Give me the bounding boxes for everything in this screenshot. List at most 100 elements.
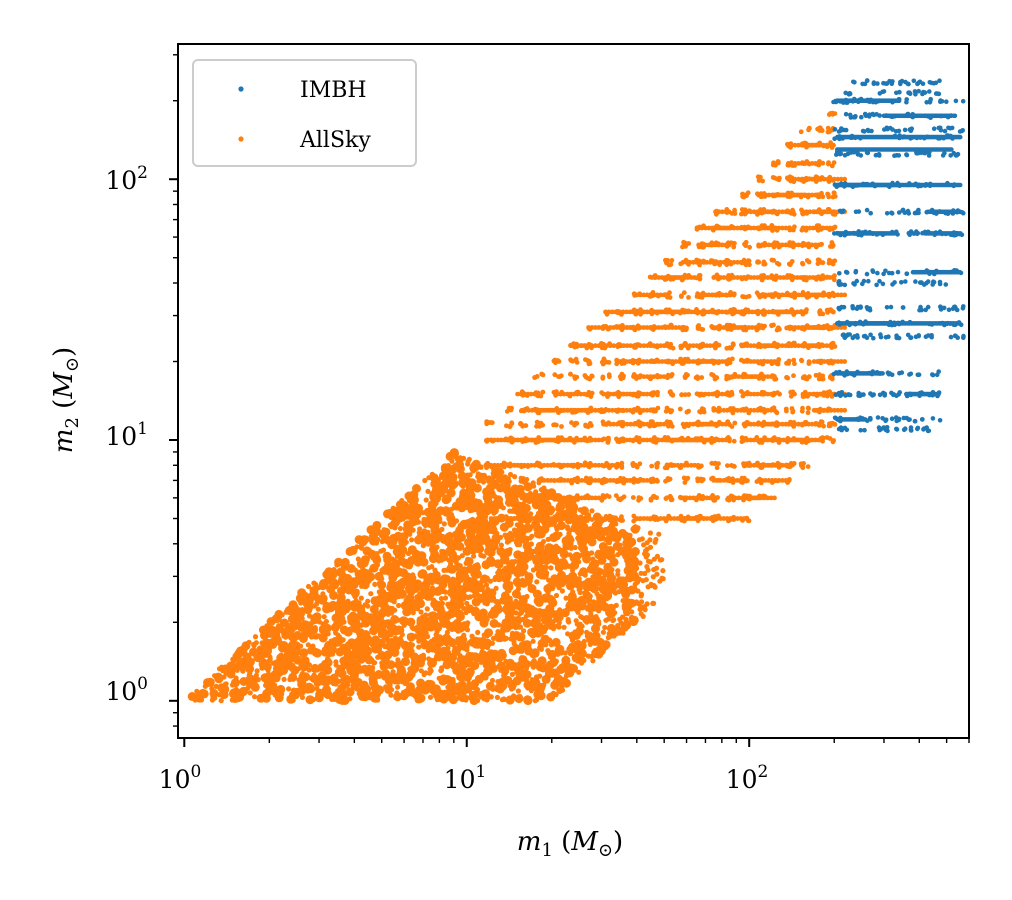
allsky-point bbox=[513, 616, 523, 626]
allsky-point bbox=[413, 599, 423, 609]
allsky-point bbox=[433, 529, 442, 539]
allsky-point bbox=[447, 481, 457, 490]
allsky-point bbox=[446, 601, 456, 611]
allsky-point bbox=[335, 647, 345, 657]
allsky-point bbox=[455, 460, 464, 470]
allsky-point bbox=[470, 503, 480, 513]
allsky-point bbox=[564, 498, 574, 508]
allsky-point bbox=[393, 531, 403, 541]
allsky-point bbox=[435, 604, 445, 614]
allsky-point bbox=[495, 684, 505, 694]
allsky-point bbox=[599, 516, 605, 522]
allsky-point bbox=[384, 673, 394, 683]
allsky-point bbox=[276, 684, 286, 694]
allsky-point bbox=[303, 684, 313, 694]
allsky-point bbox=[389, 520, 398, 530]
allsky-point bbox=[644, 601, 650, 607]
allsky-point bbox=[589, 508, 595, 514]
allsky-point bbox=[535, 608, 545, 617]
allsky-point bbox=[582, 591, 592, 601]
allsky-point bbox=[529, 659, 539, 669]
allsky-point bbox=[425, 518, 435, 528]
allsky-point bbox=[534, 579, 540, 585]
allsky-point bbox=[545, 604, 555, 614]
allsky-point bbox=[305, 642, 311, 648]
allsky-point bbox=[663, 257, 668, 263]
allsky-point bbox=[685, 409, 691, 414]
allsky-point bbox=[438, 576, 448, 586]
allsky-point bbox=[657, 578, 663, 584]
allsky-point bbox=[653, 565, 660, 571]
allsky-point bbox=[346, 666, 356, 676]
allsky-point bbox=[518, 551, 528, 561]
allsky-point bbox=[383, 509, 392, 519]
allsky-point bbox=[360, 686, 370, 696]
allsky-point bbox=[579, 506, 589, 516]
allsky-point bbox=[291, 690, 300, 700]
allsky-point bbox=[403, 526, 413, 536]
allsky-point bbox=[427, 500, 437, 510]
allsky-point bbox=[603, 359, 609, 365]
allsky-point bbox=[365, 667, 375, 677]
allsky-point bbox=[372, 581, 378, 588]
allsky-point bbox=[634, 464, 640, 470]
allsky-point bbox=[709, 372, 714, 377]
allsky-point bbox=[272, 635, 282, 645]
allsky-point bbox=[452, 666, 462, 675]
allsky-point bbox=[630, 524, 640, 534]
allsky-point bbox=[301, 672, 311, 682]
allsky-point bbox=[571, 575, 581, 585]
allsky-point bbox=[390, 615, 400, 624]
allsky-point bbox=[365, 598, 371, 604]
allsky-point bbox=[469, 696, 479, 706]
allsky-point bbox=[590, 658, 596, 664]
allsky-point bbox=[438, 667, 445, 673]
allsky-point bbox=[409, 537, 415, 543]
allsky-point bbox=[252, 634, 259, 640]
allsky-point bbox=[482, 657, 492, 667]
allsky-point bbox=[600, 602, 610, 612]
allsky-point bbox=[411, 549, 421, 559]
allsky-point bbox=[345, 547, 355, 556]
allsky-point bbox=[584, 392, 590, 398]
allsky-point bbox=[679, 392, 685, 398]
allsky-point bbox=[416, 644, 422, 650]
allsky-point bbox=[413, 624, 423, 634]
allsky-point bbox=[729, 424, 735, 429]
allsky-point bbox=[534, 419, 540, 425]
allsky-point bbox=[572, 551, 582, 561]
allsky-point bbox=[514, 694, 524, 704]
allsky-point bbox=[606, 435, 611, 441]
allsky-point bbox=[478, 637, 488, 646]
allsky-point bbox=[625, 573, 634, 583]
allsky-point bbox=[286, 662, 296, 672]
allsky-point bbox=[426, 589, 435, 598]
allsky-point bbox=[239, 677, 249, 686]
allsky-point bbox=[440, 463, 450, 473]
allsky-point bbox=[470, 461, 479, 471]
allsky-point bbox=[571, 631, 581, 640]
allsky-point bbox=[529, 649, 539, 659]
allsky-point bbox=[521, 659, 531, 669]
allsky-point bbox=[582, 554, 592, 564]
allsky-point bbox=[548, 565, 554, 571]
allsky-point bbox=[670, 392, 675, 397]
allsky-point bbox=[372, 555, 382, 565]
allsky-point bbox=[630, 495, 636, 500]
allsky-point bbox=[652, 584, 658, 590]
allsky-point bbox=[681, 239, 686, 245]
allsky-point bbox=[442, 595, 449, 601]
allsky-point bbox=[606, 372, 612, 378]
allsky-point bbox=[640, 578, 646, 584]
allsky-point bbox=[499, 522, 509, 532]
allsky-point bbox=[218, 666, 225, 672]
allsky-point bbox=[615, 461, 620, 467]
allsky-point bbox=[452, 530, 462, 540]
allsky-point bbox=[589, 517, 595, 522]
allsky-point bbox=[584, 577, 594, 587]
allsky-point bbox=[229, 689, 238, 699]
allsky-point bbox=[553, 592, 560, 599]
allsky-point bbox=[363, 634, 373, 644]
allsky-point bbox=[630, 461, 636, 467]
allsky-point bbox=[656, 531, 662, 537]
